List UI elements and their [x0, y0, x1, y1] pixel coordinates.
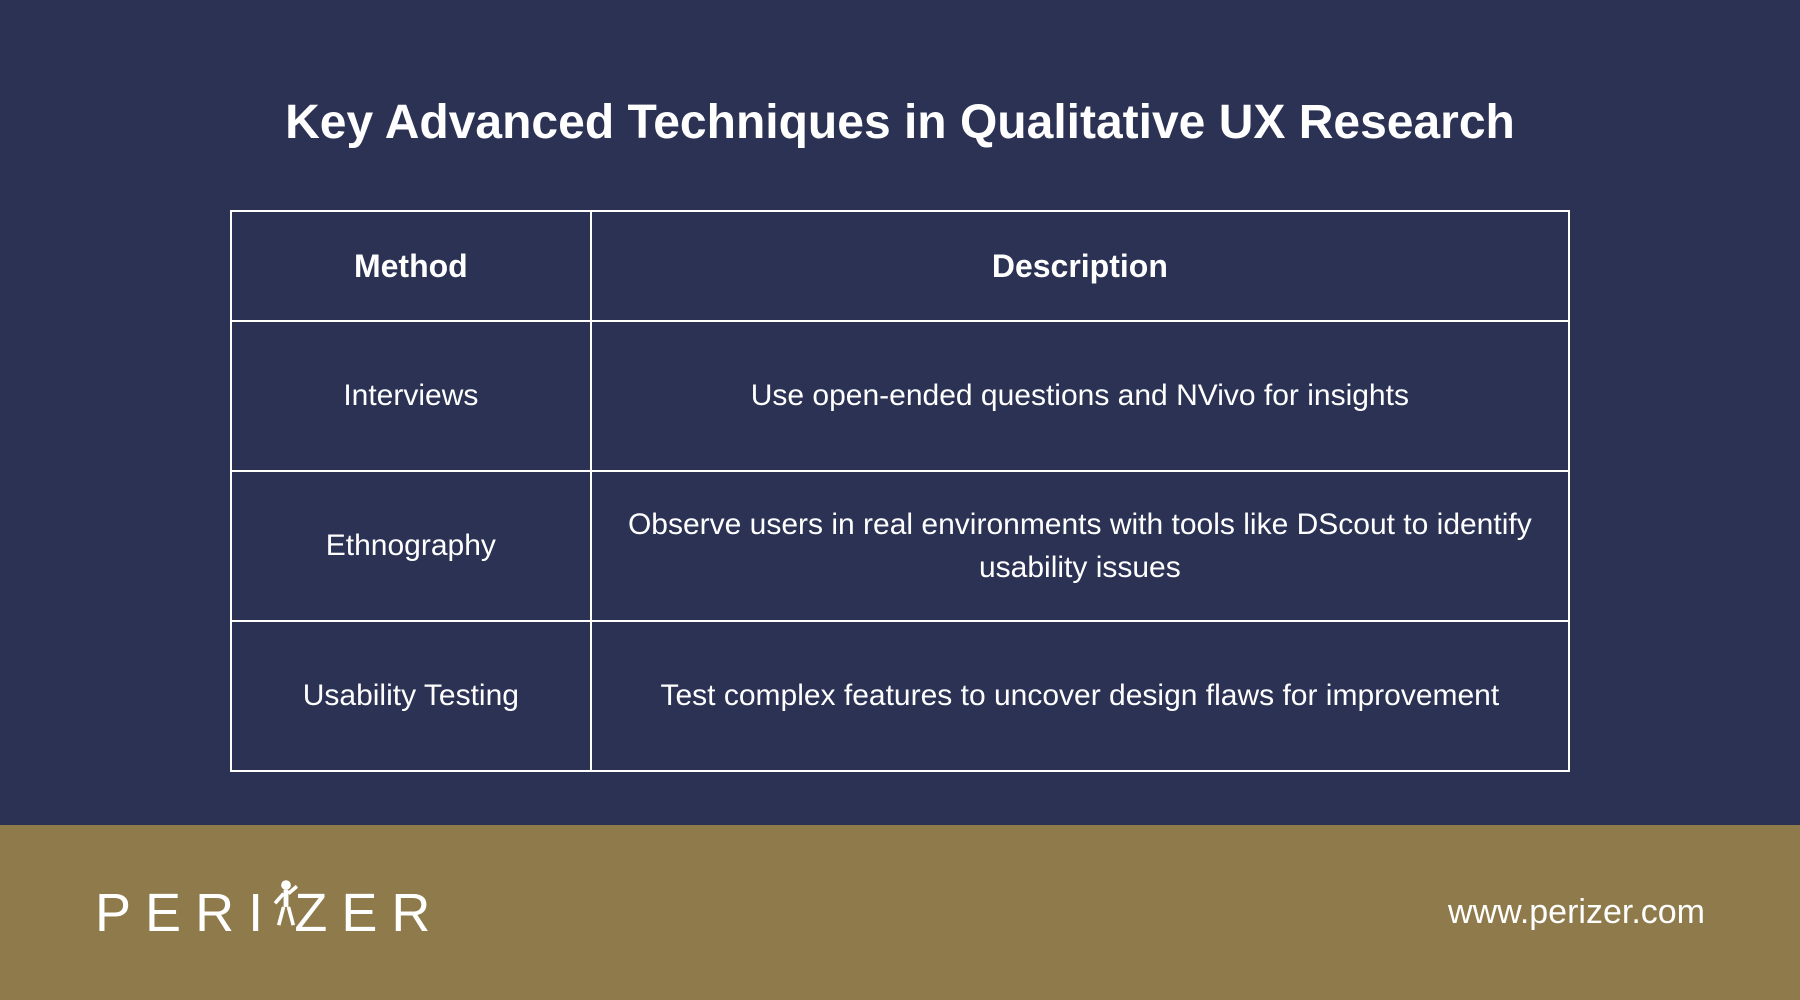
- table-row: Interviews Use open-ended questions and …: [231, 321, 1569, 471]
- cell-method: Interviews: [231, 321, 591, 471]
- cell-method: Usability Testing: [231, 621, 591, 771]
- table-header-row: Method Description: [231, 211, 1569, 321]
- brand-letter: E: [145, 882, 195, 944]
- brand-letter: Z: [294, 882, 341, 944]
- brand-logo: P E R I Z E R: [95, 882, 444, 944]
- cell-description: Test complex features to uncover design …: [591, 621, 1569, 771]
- cell-description: Observe users in real environments with …: [591, 471, 1569, 621]
- footer-bar: P E R I Z E R www.perizer.com: [0, 825, 1800, 1000]
- main-panel: Key Advanced Techniques in Qualitative U…: [0, 0, 1800, 825]
- brand-letter: P: [95, 882, 145, 944]
- person-figure-icon: [274, 879, 298, 928]
- brand-letter: R: [195, 882, 248, 944]
- brand-letter: E: [341, 882, 391, 944]
- table-row: Ethnography Observe users in real enviro…: [231, 471, 1569, 621]
- col-header-description: Description: [591, 211, 1569, 321]
- website-url: www.perizer.com: [1448, 893, 1705, 932]
- table-row: Usability Testing Test complex features …: [231, 621, 1569, 771]
- page-title: Key Advanced Techniques in Qualitative U…: [285, 95, 1515, 150]
- brand-letter: R: [391, 882, 444, 944]
- cell-description: Use open-ended questions and NVivo for i…: [591, 321, 1569, 471]
- cell-method: Ethnography: [231, 471, 591, 621]
- techniques-table: Method Description Interviews Use open-e…: [230, 210, 1570, 772]
- col-header-method: Method: [231, 211, 591, 321]
